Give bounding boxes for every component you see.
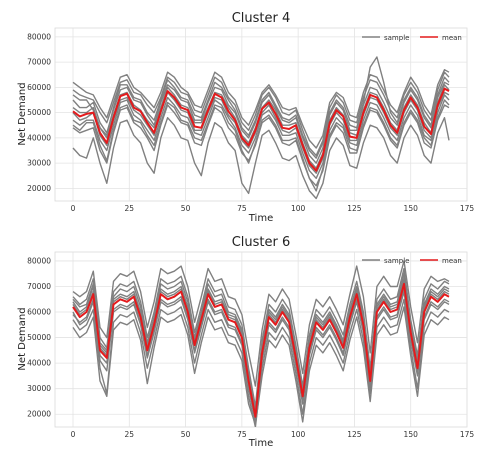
y-tick-label: 20000 (27, 410, 51, 419)
y-tick-label: 50000 (27, 108, 51, 117)
series-line-sample (72, 56, 450, 159)
series-line-sample (72, 99, 450, 192)
ticks-cluster-4: 0 25 50 75 100 125 150 175 20000 30000 40000 50000 6… (27, 32, 474, 213)
series-line-mean (72, 282, 450, 418)
series-lines (72, 56, 450, 200)
y-tick-label: 60000 (27, 83, 51, 92)
y-tick-label: 60000 (27, 308, 51, 317)
y-tick-label: 40000 (27, 359, 51, 368)
chart-title-cluster-4: Cluster 4 (232, 11, 291, 26)
y-tick-label: 50000 (27, 333, 51, 342)
y-axis-label-cluster-6: Net Demand (17, 307, 28, 370)
chart-title-cluster-6: Cluster 6 (232, 235, 291, 250)
series-line-sample (72, 68, 450, 149)
legend-cluster-6: sample mean (362, 257, 462, 265)
y-tick-label: 70000 (27, 282, 51, 291)
x-tick-label: 50 (181, 430, 191, 439)
series-line-mean (72, 87, 450, 172)
series-line-sample (72, 94, 450, 180)
legend-label-mean: mean (442, 34, 462, 42)
x-tick-label: 75 (237, 430, 247, 439)
legend-label-sample: sample (384, 34, 409, 42)
grid-cluster-4 (55, 28, 468, 201)
legend-label-mean: mean (442, 257, 462, 265)
x-axis-label-cluster-6: Time (248, 438, 273, 449)
x-tick-label: 50 (181, 204, 191, 213)
x-tick-label: 125 (347, 204, 362, 213)
y-axis-label-cluster-4: Net Demand (17, 82, 28, 145)
series-line-sample (72, 260, 450, 387)
series-line-sample (72, 267, 450, 408)
x-tick-label: 150 (404, 204, 419, 213)
y-tick-label: 80000 (27, 32, 51, 41)
ticks-cluster-6: 0 25 50 75 100 125 150 175 20000 30000 40000 50000 6… (27, 256, 474, 439)
x-tick-label: 150 (404, 430, 419, 439)
x-tick-label: 100 (291, 204, 306, 213)
series-line-sample (72, 298, 450, 427)
series-lines (72, 260, 450, 427)
series-cluster-6 (72, 260, 450, 427)
chart-cluster-6: 0 25 50 75 100 125 150 175 20000 30000 40000 50000 6… (17, 235, 474, 449)
series-line-sample (72, 91, 450, 174)
legend-cluster-4: sample mean (362, 34, 462, 42)
x-tick-label: 125 (347, 430, 362, 439)
x-tick-label: 0 (71, 204, 76, 213)
series-line-sample (72, 104, 450, 187)
y-tick-label: 80000 (27, 256, 51, 265)
y-tick-label: 30000 (27, 384, 51, 393)
y-tick-label: 30000 (27, 159, 51, 168)
y-tick-label: 20000 (27, 184, 51, 193)
x-tick-label: 25 (125, 204, 135, 213)
y-tick-label: 70000 (27, 58, 51, 67)
x-tick-label: 25 (125, 430, 135, 439)
legend-label-sample: sample (384, 257, 409, 265)
series-cluster-4 (72, 56, 450, 200)
y-tick-label: 40000 (27, 133, 51, 142)
series-line-sample (72, 306, 450, 426)
x-tick-label: 175 (460, 430, 475, 439)
series-line-sample (72, 81, 450, 164)
x-tick-label: 100 (291, 430, 306, 439)
x-tick-label: 75 (237, 204, 247, 213)
x-tick-label: 175 (460, 204, 475, 213)
series-line-sample (72, 116, 450, 200)
x-axis-label-cluster-4: Time (248, 213, 273, 224)
x-tick-label: 0 (71, 430, 76, 439)
chart-cluster-4: 0 25 50 75 100 125 150 175 20000 30000 40000 50000 6… (17, 11, 474, 224)
series-line-sample (72, 273, 450, 410)
